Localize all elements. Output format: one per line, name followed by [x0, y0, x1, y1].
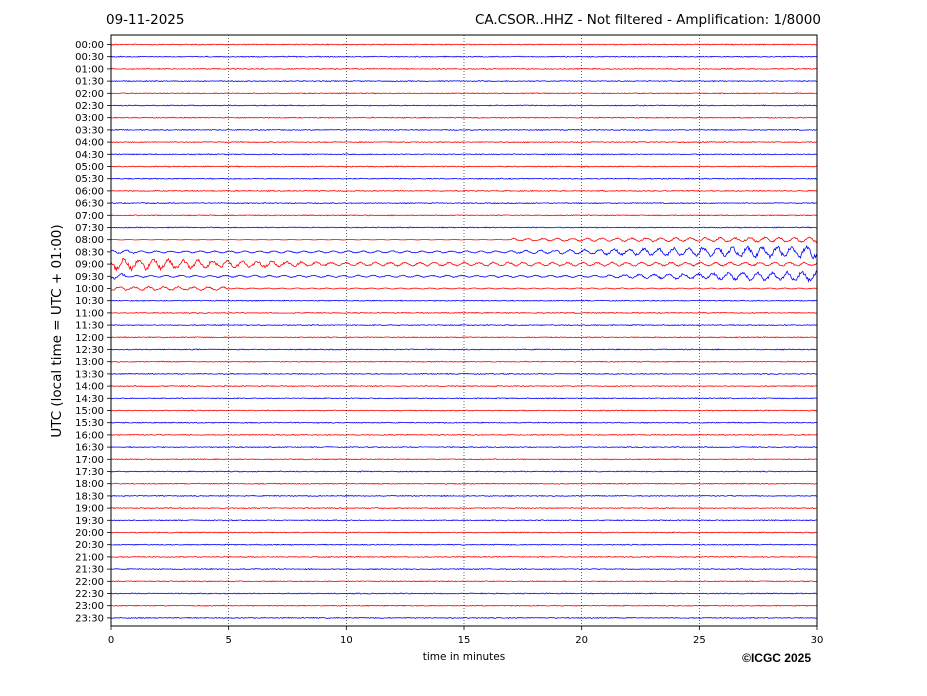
y-tick-label: 21:00	[75, 552, 104, 563]
y-tick-label: 01:00	[75, 64, 104, 75]
y-tick-label: 13:30	[75, 369, 104, 380]
x-tick-label: 20	[575, 635, 588, 646]
trace-line	[110, 140, 818, 144]
trace-line	[110, 336, 818, 339]
y-tick-label: 11:30	[75, 321, 104, 332]
trace-line	[110, 360, 818, 363]
y-tick-label: 19:00	[75, 504, 104, 515]
y-tick-label: 16:00	[75, 430, 104, 441]
x-ticks-group: 0 5 10 15 20 25 30	[108, 626, 824, 646]
y-tick-label: 12:00	[75, 333, 104, 344]
y-tick-label: 18:00	[75, 479, 104, 490]
y-tick-label: 09:30	[75, 272, 104, 283]
y-tick-label: 13:00	[75, 357, 104, 368]
trace-line	[110, 519, 818, 522]
station-title: CA.CSOR..HHZ - Not filtered - Amplificat…	[474, 12, 821, 28]
y-tick-label: 08:30	[75, 247, 104, 258]
y-tick-label: 17:00	[75, 455, 104, 466]
trace-line	[110, 285, 818, 292]
date-label: 09-11-2025	[106, 12, 185, 28]
y-tick-label: 09:00	[75, 260, 104, 271]
trace-line	[111, 555, 818, 558]
x-tick-label: 0	[108, 635, 114, 646]
y-tick-label: 15:30	[75, 418, 104, 429]
y-tick-label: 10:00	[75, 284, 104, 295]
trace-line	[110, 470, 818, 473]
trace-line	[110, 92, 818, 95]
y-tick-label: 14:30	[75, 394, 104, 405]
trace-line	[110, 244, 818, 260]
x-tick-label: 25	[693, 635, 706, 646]
y-tick-label: 12:30	[75, 345, 104, 356]
x-tick-label: 30	[811, 635, 824, 646]
trace-line	[110, 348, 818, 351]
trace-line	[110, 311, 818, 314]
y-tick-label: 00:30	[75, 52, 104, 63]
y-tick-label: 03:30	[75, 125, 104, 136]
y-tick-label: 08:00	[75, 235, 104, 246]
y-tick-label: 07:30	[75, 223, 104, 234]
y-tick-label: 14:00	[75, 382, 104, 393]
trace-line	[110, 507, 817, 510]
y-tick-label: 16:30	[75, 443, 104, 454]
y-tick-label: 18:30	[75, 491, 104, 502]
trace-line	[110, 494, 818, 497]
y-tick-label: 05:30	[75, 174, 104, 185]
y-tick-label: 20:00	[75, 528, 104, 539]
y-tick-label: 06:30	[75, 199, 104, 210]
trace-line	[110, 324, 818, 327]
y-tick-label: 10:30	[75, 296, 104, 307]
copyright-label: ©ICGC 2025	[742, 651, 811, 665]
y-tick-label: 19:30	[75, 516, 104, 527]
x-tick-label: 10	[340, 635, 353, 646]
y-tick-label: 20:30	[75, 540, 104, 551]
y-tick-label: 17:30	[75, 467, 104, 478]
y-tick-label: 02:00	[75, 89, 104, 100]
y-tick-label: 04:00	[75, 138, 104, 149]
trace-line	[110, 116, 818, 119]
grid-group	[228, 35, 700, 626]
trace-line	[110, 482, 818, 485]
y-tick-label: 03:00	[75, 113, 104, 124]
y-tick-label: 01:30	[75, 77, 104, 88]
y-tick-label: 06:00	[75, 186, 104, 197]
x-tick-label: 5	[225, 635, 231, 646]
y-tick-label: 23:00	[75, 601, 104, 612]
y-tick-label: 02:30	[75, 101, 104, 112]
y-tick-label: 21:30	[75, 565, 104, 576]
y-tick-label: 11:00	[75, 308, 104, 319]
x-axis-label: time in minutes	[422, 651, 506, 663]
trace-line	[110, 153, 818, 156]
trace-line	[110, 165, 818, 168]
trace-line	[110, 446, 818, 449]
trace-line	[110, 128, 817, 131]
y-tick-label: 04:30	[75, 150, 104, 161]
trace-line	[110, 202, 817, 205]
y-tick-label: 15:00	[75, 406, 104, 417]
y-tick-label: 00:00	[75, 40, 104, 51]
trace-line	[110, 299, 818, 302]
plot-frame	[110, 34, 818, 627]
y-tick-label: 05:00	[75, 162, 104, 173]
trace-line	[110, 104, 818, 107]
traces-group	[110, 43, 818, 619]
y-tick-label: 07:00	[75, 211, 104, 222]
y-tick-label: 22:00	[75, 577, 104, 588]
y-tick-label: 23:30	[75, 613, 104, 624]
x-tick-label: 15	[458, 635, 471, 646]
y-tick-label: 22:30	[75, 589, 104, 600]
trace-line	[110, 531, 818, 534]
